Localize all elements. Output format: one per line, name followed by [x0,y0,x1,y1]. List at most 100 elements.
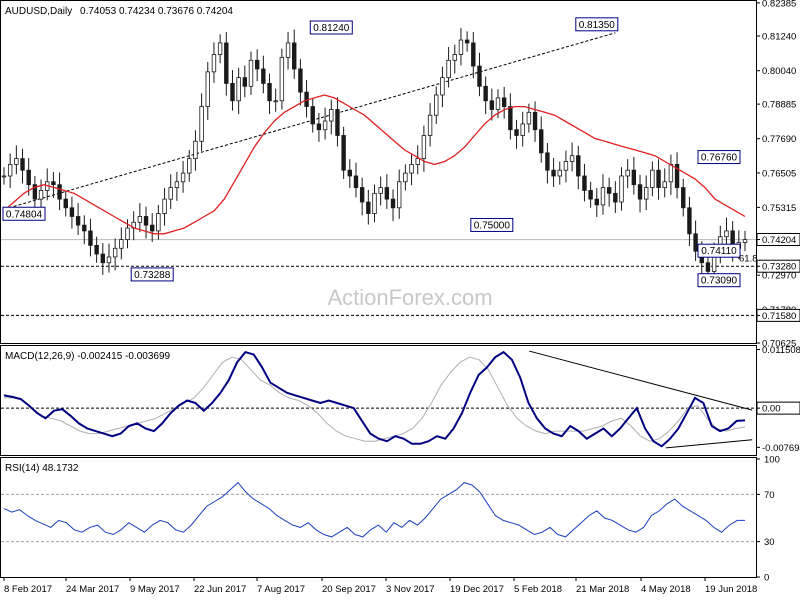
price-bar [248,59,254,87]
symbol-label: AUDUSD,Daily [5,6,72,17]
price-bar [563,161,569,171]
macd-trendline-1 [665,439,753,449]
price-bar [452,54,457,61]
x-axis: 8 Feb 2017 24 Mar 2017 9 May 2017 22 Jun 20… [3,577,757,595]
price-bar [75,216,81,226]
price-annotation: 0.76760 [697,150,741,165]
price-bar [199,106,204,142]
price-bar [279,56,285,102]
price-bar [705,262,711,272]
price-bar [94,244,99,255]
macd-trendline-0 [529,350,753,411]
annotation-label: 0.74804 [6,209,43,220]
price-bar [242,77,248,87]
annotation-box [575,17,619,32]
price-bar [742,239,748,243]
price-bar [625,169,630,177]
annotation-label: 0.75000 [474,220,511,231]
price-bar [415,158,420,165]
price-bar [403,172,408,183]
x-tick-label: 5 Feb 2018 [514,584,562,595]
price-bar [322,120,328,131]
price-annotation: 0.74804 [2,206,46,221]
price-bar [656,169,661,188]
price-bar [674,164,680,188]
price-bar [254,59,260,70]
price-bar [471,42,476,67]
price-bar [545,152,550,171]
macd-y-tick-label: -0.007694 [762,443,800,454]
x-tick-label: 19 Jun 2018 [705,584,757,595]
price-bar [619,175,624,203]
price-bar [20,158,25,171]
price-bar [341,135,346,171]
price-annotation: 0.81350 [575,17,619,32]
price-bar [359,187,365,203]
y-axis: 0.82385 0.81240 0.80040 0.78885 0.77690 0.765… [756,0,800,584]
y-tick-label: 0.81240 [762,31,796,42]
price-bar [631,169,637,186]
price-bar [600,187,606,206]
price-bar [551,169,556,177]
price-bar [7,164,13,177]
price-bar [681,187,686,209]
price-bar [501,97,507,107]
price-layer: 0.74804 0.73288 0.81240 0.75000 0.81350 0.741… [1,17,758,316]
price-panel-title: AUDUSD,Daily 0.74053 0.74234 0.73676 0.7… [5,6,233,17]
annotation-box [2,206,46,221]
price-bar [366,201,371,214]
price-annotation: 0.81240 [309,20,353,35]
price-bar [644,187,649,200]
macd-y-tick-label: 0.011508 [762,345,800,356]
price-bar [440,77,445,96]
price-bar [224,42,229,84]
price-bar [477,65,482,87]
annotation-box [697,243,741,258]
macd-panel-title: MACD(12,26,9) -0.002415 -0.003699 [5,351,171,362]
price-bar [427,114,433,136]
price-bar [1,175,7,178]
price-bar [434,94,439,116]
y-tick-label: 0.76505 [762,168,796,179]
price-bar [446,59,451,79]
price-annotation: 0.75000 [470,217,514,232]
price-bar [526,111,532,125]
price-bar [588,190,593,200]
trendline [3,32,616,210]
price-bar [69,207,75,217]
price-bar [292,42,297,70]
rsi-panel-title: RSI(14) 48.1732 [5,463,79,474]
y-tick-label: 0.70625 [762,339,796,350]
x-tick-label: 19 Dec 2017 [450,584,504,595]
price-bar [687,207,692,235]
price-bar [168,187,173,200]
price-bar [57,184,62,200]
price-bar [396,181,402,209]
ohlc-readout: 0.74053 0.74234 0.73676 0.74204 [80,6,233,17]
price-bar [174,181,180,188]
price-bar [162,198,167,214]
rsi-layer [1,481,756,543]
annotation-box [130,267,174,282]
price-bar [582,175,587,191]
fib-label: 61.8 [739,253,758,264]
price-bar [637,184,643,200]
price-bar [335,109,340,136]
price-bar [384,187,390,200]
price-bar [539,129,544,154]
price-bar [193,140,198,160]
price-bar [119,239,124,249]
rsi-line [3,481,745,538]
price-bar [230,83,235,102]
price-bar [532,111,538,131]
moving-average-line [3,94,746,235]
price-bar [217,42,223,55]
price-bar [180,172,186,183]
price-bar [464,39,470,44]
price-bar [650,169,655,188]
price-bar [458,39,464,55]
price-bar [236,77,241,102]
price-bar [347,169,352,177]
x-tick-label: 8 Feb 2017 [4,584,52,595]
price-bar [668,164,674,183]
